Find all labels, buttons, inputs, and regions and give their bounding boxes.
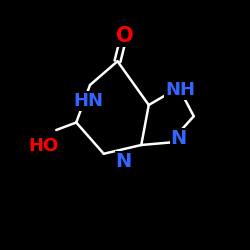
Text: N: N — [170, 129, 187, 148]
Text: HN: HN — [74, 92, 104, 110]
Text: HO: HO — [28, 137, 59, 155]
Text: N: N — [116, 152, 132, 171]
Text: O: O — [116, 26, 134, 46]
Text: NH: NH — [165, 81, 195, 99]
